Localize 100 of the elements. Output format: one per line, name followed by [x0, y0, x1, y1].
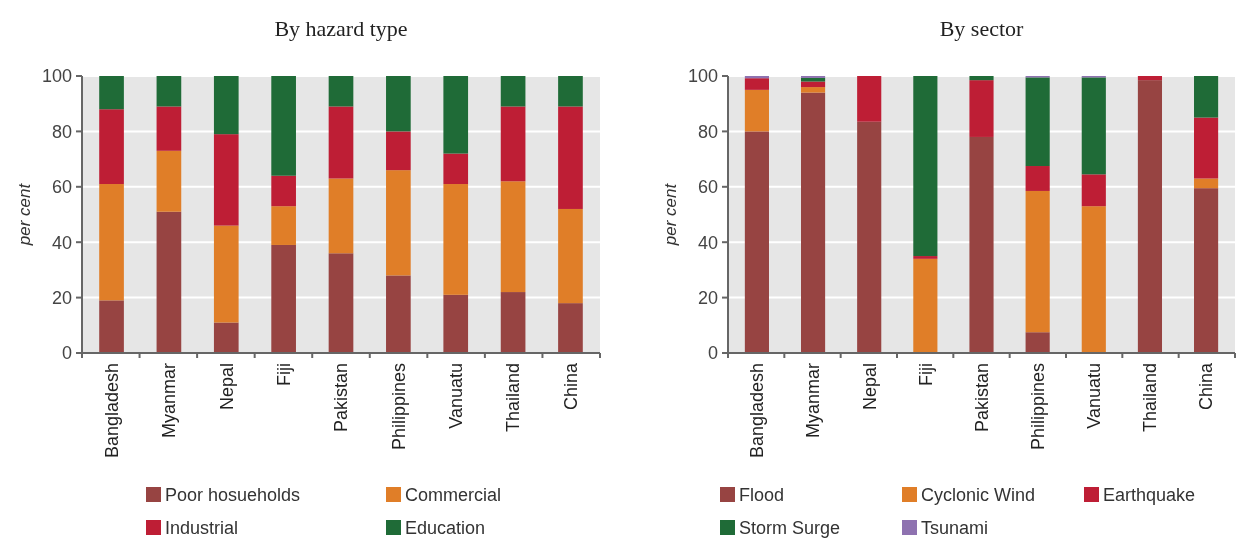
x-tick-label: Fiji: [915, 363, 936, 386]
bar: [800, 92, 826, 353]
legend-label: Cyclonic Wind: [921, 485, 1036, 506]
bar: [1137, 80, 1163, 353]
bar: [443, 76, 469, 154]
bar: [213, 134, 239, 226]
y-tick-label: 20: [697, 287, 718, 308]
bar: [857, 121, 882, 353]
chart-title: By sector: [939, 16, 1025, 41]
bar: [1025, 190, 1050, 333]
x-tick-label: Vanuatu: [1084, 363, 1105, 429]
legend-label: Tsunami: [921, 518, 989, 538]
bar: [744, 131, 769, 353]
bar: [1194, 117, 1219, 179]
bar: [99, 76, 124, 110]
bar: [800, 81, 826, 88]
bar: [156, 106, 182, 151]
x-tick-label: Bangladesh: [101, 363, 122, 459]
legend-label: Flood: [739, 485, 785, 506]
bar: [500, 76, 526, 107]
legend-label: Commercial: [405, 485, 502, 506]
legend-label: Education: [405, 518, 486, 538]
bar: [913, 258, 938, 353]
bar: [1194, 76, 1219, 118]
x-tick-label: Myanmar: [159, 363, 180, 439]
y-tick-label: 0: [61, 343, 72, 364]
bar: [213, 76, 239, 135]
bar: [1081, 206, 1106, 353]
x-tick-label: Pakistan: [971, 363, 992, 433]
bar: [1194, 188, 1219, 353]
legend-label: Storm Surge: [739, 518, 841, 538]
bar: [969, 136, 994, 353]
y-tick-label: 80: [51, 121, 72, 142]
bar: [800, 87, 826, 93]
bar: [558, 303, 583, 353]
bar: [386, 76, 411, 132]
bar: [1194, 178, 1219, 189]
x-tick-label: Myanmar: [803, 363, 824, 439]
y-tick-label: 60: [697, 177, 718, 198]
bar: [328, 178, 354, 254]
x-tick-label: Philippines: [1027, 363, 1048, 451]
bar: [213, 322, 239, 353]
bar: [969, 76, 994, 81]
x-tick-label: China: [560, 362, 581, 411]
bar: [213, 225, 239, 323]
bar: [156, 150, 182, 212]
bar: [744, 89, 769, 132]
y-tick-label: 0: [707, 343, 718, 364]
bar: [1025, 332, 1050, 353]
y-tick-label: 40: [51, 232, 72, 253]
bar: [558, 76, 583, 107]
y-tick-label: 100: [41, 66, 72, 87]
x-tick-label: Nepal: [859, 363, 880, 411]
bar: [558, 208, 583, 304]
bar: [969, 80, 994, 137]
x-tick-label: Nepal: [216, 363, 237, 411]
bar: [500, 181, 526, 293]
y-tick-label: 20: [51, 287, 72, 308]
bar: [328, 253, 354, 353]
bar: [271, 175, 296, 207]
bar: [1081, 77, 1106, 175]
y-axis-title: per cent: [15, 182, 34, 247]
bar: [99, 109, 124, 185]
legend-label: Industrial: [165, 518, 239, 538]
bar: [386, 131, 411, 171]
bar: [1137, 76, 1163, 81]
legend-label: Poor hosueholds: [165, 485, 301, 506]
x-tick-label: Thailand: [1140, 363, 1161, 433]
y-tick-label: 100: [687, 66, 718, 87]
bar: [857, 76, 882, 122]
bar: [271, 76, 296, 176]
x-tick-label: Thailand: [503, 363, 524, 433]
bar: [156, 211, 182, 353]
x-tick-label: Bangladesh: [747, 363, 768, 459]
bar: [500, 106, 526, 182]
x-tick-label: China: [1196, 362, 1217, 411]
bar: [913, 76, 938, 257]
bar: [271, 206, 296, 245]
bar: [386, 275, 411, 353]
x-tick-label: Pakistan: [331, 363, 352, 433]
bar: [1081, 174, 1106, 207]
bar: [1025, 166, 1050, 191]
bar: [500, 292, 526, 353]
bar: [558, 106, 583, 209]
bar: [443, 294, 469, 353]
x-tick-label: Philippines: [388, 363, 409, 451]
legend-label: Earthquake: [1103, 485, 1196, 506]
bar: [99, 184, 124, 301]
bar: [443, 153, 469, 185]
bar: [386, 170, 411, 276]
bar: [443, 184, 469, 295]
bar: [99, 300, 124, 353]
bar: [1025, 77, 1050, 167]
bar: [328, 106, 354, 179]
chart-title: By hazard type: [274, 16, 408, 41]
y-tick-label: 80: [697, 121, 718, 142]
y-tick-label: 60: [51, 177, 72, 198]
y-axis-title: per cent: [661, 182, 680, 247]
x-tick-label: Fiji: [273, 363, 294, 386]
bar: [328, 76, 354, 107]
